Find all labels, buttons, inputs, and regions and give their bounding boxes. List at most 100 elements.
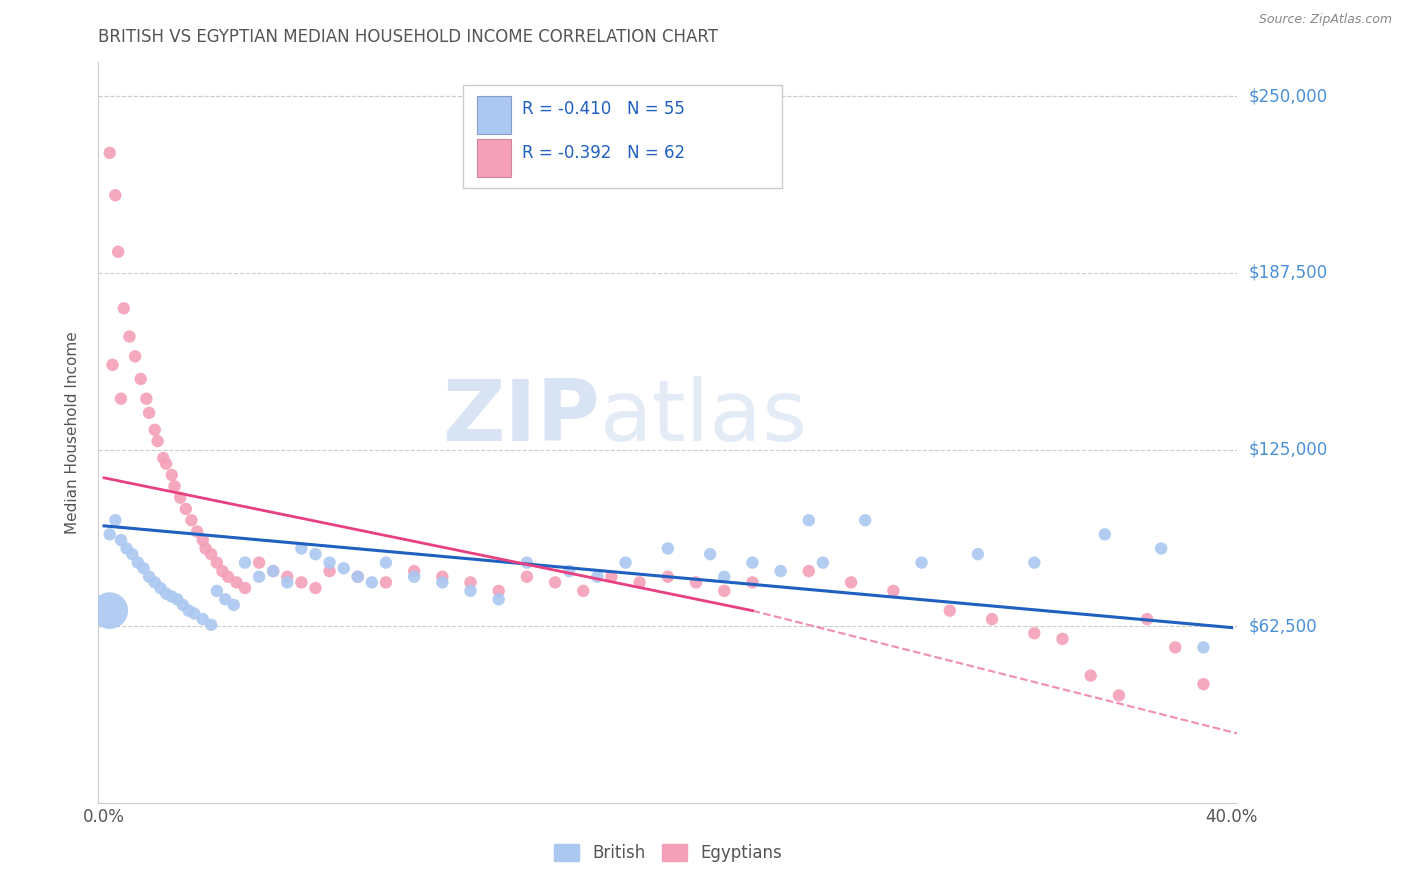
Text: atlas: atlas bbox=[599, 376, 807, 459]
Point bbox=[713, 583, 735, 598]
Point bbox=[657, 570, 679, 584]
Point bbox=[1094, 527, 1116, 541]
Point bbox=[174, 502, 197, 516]
Point bbox=[149, 581, 172, 595]
Point bbox=[839, 575, 862, 590]
Point bbox=[129, 372, 152, 386]
Point bbox=[152, 451, 174, 466]
Point bbox=[699, 547, 721, 561]
Point bbox=[657, 541, 679, 556]
Point bbox=[432, 575, 454, 590]
Point bbox=[558, 564, 581, 578]
Text: R = -0.410   N = 55: R = -0.410 N = 55 bbox=[522, 100, 685, 118]
Point bbox=[488, 592, 510, 607]
Point bbox=[346, 570, 368, 584]
Point bbox=[797, 564, 820, 578]
Point bbox=[200, 617, 222, 632]
Point bbox=[967, 547, 990, 561]
Point bbox=[205, 556, 228, 570]
Point bbox=[110, 533, 132, 547]
Point bbox=[290, 575, 312, 590]
Point bbox=[910, 556, 932, 570]
Point bbox=[107, 244, 129, 259]
Text: R = -0.392   N = 62: R = -0.392 N = 62 bbox=[522, 144, 685, 161]
Point bbox=[225, 575, 247, 590]
FancyBboxPatch shape bbox=[477, 95, 510, 135]
Point bbox=[194, 541, 217, 556]
Point bbox=[797, 513, 820, 527]
Text: $125,000: $125,000 bbox=[1249, 441, 1327, 458]
Point bbox=[488, 583, 510, 598]
Point bbox=[1192, 640, 1215, 655]
Point bbox=[516, 556, 538, 570]
Point bbox=[135, 392, 157, 406]
Point bbox=[375, 556, 398, 570]
Point bbox=[938, 604, 960, 618]
FancyBboxPatch shape bbox=[477, 138, 510, 178]
Point bbox=[1136, 612, 1159, 626]
Point bbox=[276, 570, 298, 584]
Point bbox=[191, 612, 214, 626]
Point bbox=[211, 564, 233, 578]
Point bbox=[214, 592, 236, 607]
Point bbox=[160, 590, 183, 604]
Point bbox=[544, 575, 567, 590]
Point bbox=[1192, 677, 1215, 691]
Point bbox=[186, 524, 208, 539]
Point bbox=[98, 145, 121, 160]
Point bbox=[516, 570, 538, 584]
Point bbox=[586, 570, 609, 584]
Point bbox=[247, 570, 270, 584]
Point bbox=[1080, 668, 1102, 682]
Point bbox=[115, 541, 138, 556]
Point bbox=[183, 607, 205, 621]
Point bbox=[143, 575, 166, 590]
Point bbox=[600, 570, 623, 584]
Point bbox=[155, 457, 177, 471]
Point bbox=[180, 513, 202, 527]
Point bbox=[132, 561, 155, 575]
Point bbox=[127, 556, 149, 570]
Text: ZIP: ZIP bbox=[441, 376, 599, 459]
Y-axis label: Median Household Income: Median Household Income bbox=[65, 331, 80, 534]
Text: $250,000: $250,000 bbox=[1249, 87, 1327, 105]
Point bbox=[614, 556, 637, 570]
Point bbox=[304, 547, 326, 561]
Point bbox=[124, 349, 146, 363]
Point bbox=[177, 604, 200, 618]
Point bbox=[112, 301, 135, 316]
Point bbox=[104, 513, 127, 527]
Point bbox=[628, 575, 651, 590]
Point bbox=[572, 583, 595, 598]
Point bbox=[1150, 541, 1173, 556]
Point bbox=[101, 358, 124, 372]
Point bbox=[811, 556, 834, 570]
Point bbox=[304, 581, 326, 595]
Point bbox=[233, 556, 256, 570]
Point bbox=[1024, 626, 1046, 640]
FancyBboxPatch shape bbox=[463, 85, 782, 188]
Point bbox=[432, 570, 454, 584]
Point bbox=[882, 583, 904, 598]
Point bbox=[318, 556, 340, 570]
Point bbox=[853, 513, 876, 527]
Point bbox=[375, 575, 398, 590]
Point bbox=[191, 533, 214, 547]
Point bbox=[138, 570, 160, 584]
Text: $62,500: $62,500 bbox=[1249, 617, 1317, 635]
Point bbox=[404, 570, 426, 584]
Point bbox=[200, 547, 222, 561]
Point bbox=[217, 570, 239, 584]
Point bbox=[460, 583, 482, 598]
Point bbox=[155, 587, 177, 601]
Point bbox=[981, 612, 1004, 626]
Point bbox=[118, 329, 141, 343]
Point bbox=[332, 561, 354, 575]
Point bbox=[318, 564, 340, 578]
Point bbox=[276, 575, 298, 590]
Point bbox=[685, 575, 707, 590]
Point bbox=[713, 570, 735, 584]
Text: $187,500: $187,500 bbox=[1249, 264, 1327, 282]
Point bbox=[769, 564, 792, 578]
Point bbox=[98, 604, 121, 618]
